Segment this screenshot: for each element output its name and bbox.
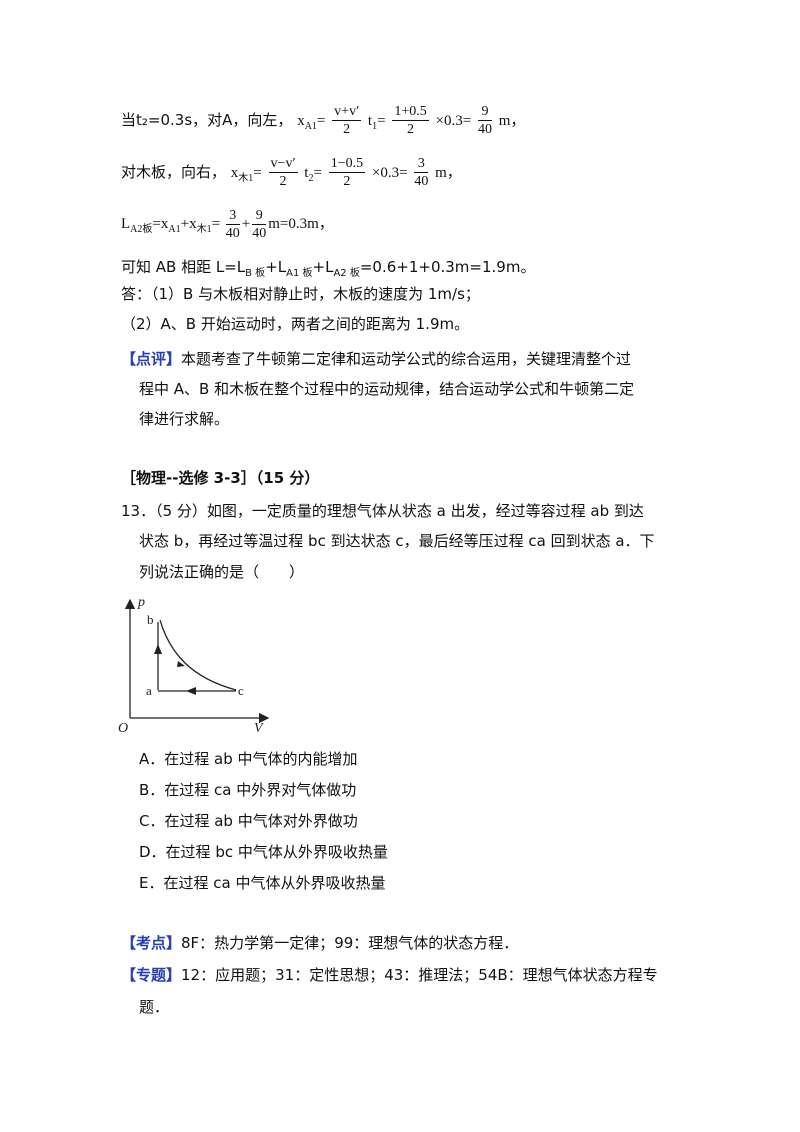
question-line-1: 13．（5 分）如图，一定质量的理想气体从状态 a 出发，经过等容过程 ab 到… bbox=[121, 502, 644, 520]
comment-tag: 【点评】 bbox=[121, 350, 182, 368]
answer-line-1: 答：（1）B 与木板相对静止时，木板的速度为 1m/s； bbox=[121, 285, 480, 303]
line4-sub2: A1 板 bbox=[286, 268, 313, 279]
line1-var: xA1= bbox=[297, 113, 326, 132]
line3-eq: =x bbox=[152, 215, 169, 232]
point-b-label: b bbox=[147, 612, 154, 627]
comment-line-2: 程中 A、B 和木板在整个过程中的运动规律，结合运动学公式和牛顿第二定 bbox=[139, 380, 635, 398]
line2-mid: t2= bbox=[304, 165, 322, 184]
line4-a: 可知 AB 相距 L=L bbox=[121, 258, 246, 276]
arrow-bc bbox=[177, 661, 185, 667]
kaodian-tag: 【考点】 bbox=[121, 934, 182, 952]
line3-eq2: = bbox=[211, 215, 221, 232]
line1-unit: m， bbox=[498, 113, 526, 129]
answer-line-2: （2）A、B 开始运动时，两者之间的距离为 1.9m。 bbox=[121, 315, 470, 333]
arrow-ab bbox=[154, 644, 162, 654]
line2-frac3: 3 40 bbox=[414, 156, 429, 189]
line3-sub1: A1 bbox=[168, 223, 181, 235]
line4-d: =0.6+1+0.3m=1.9m。 bbox=[359, 258, 536, 276]
origin-label: O bbox=[118, 721, 128, 734]
question-line-3: 列说法正确的是（ ） bbox=[139, 563, 305, 581]
option-c[interactable]: C．在过程 ab 中气体对外界做功 bbox=[139, 812, 358, 830]
solution-line-3: LA2板=xA1+x木1= 3 40 +9 40 m=0.3m， bbox=[121, 207, 334, 242]
line2-unit: m， bbox=[435, 165, 462, 181]
zhuanti-tag: 【专题】 bbox=[121, 966, 182, 984]
line1-frac1: v+v′ 2 bbox=[332, 104, 362, 137]
line1-frac3: 9 40 bbox=[477, 104, 492, 137]
line1-times: ×0.3= bbox=[435, 113, 472, 129]
solution-line-2: 对木板，向右， x木1= v−v′ 2 t2= 1−0.5 2 ×0.3= 3 40 … bbox=[121, 155, 462, 190]
line3-frac1: 3 40 bbox=[225, 208, 240, 241]
option-e[interactable]: E．在过程 ca 中气体从外界吸收热量 bbox=[139, 874, 386, 892]
option-d[interactable]: D．在过程 bc 中气体从外界吸收热量 bbox=[139, 843, 388, 861]
comment-line-3: 律进行求解。 bbox=[139, 410, 230, 428]
section-title: ［物理--选修 3-3］（15 分） bbox=[121, 469, 320, 487]
line3-sub2: 木1 bbox=[196, 223, 212, 235]
zhuanti-line-2: 题． bbox=[139, 998, 170, 1016]
line2-prefix: 对木板，向右， bbox=[121, 163, 227, 181]
line4-c: +L bbox=[312, 258, 334, 276]
line2-var: x木1= bbox=[230, 165, 262, 184]
kaodian-line: 【考点】8F：热力学第一定律；99：理想气体的状态方程． bbox=[121, 932, 518, 954]
line2-times: ×0.3= bbox=[371, 165, 408, 181]
option-a[interactable]: A．在过程 ab 中气体的内能增加 bbox=[139, 750, 358, 768]
line3-var: LA2板 bbox=[121, 215, 153, 235]
point-c-label: c bbox=[238, 683, 244, 698]
option-b[interactable]: B．在过程 ca 中外界对气体做功 bbox=[139, 781, 357, 799]
pv-diagram: p V O a b c bbox=[118, 595, 270, 734]
line3-tail: m=0.3m， bbox=[268, 215, 334, 232]
line4-sub1: B 板 bbox=[245, 268, 266, 279]
line4-sub3: A2 板 bbox=[333, 268, 360, 279]
solution-line-1: 当t₂=0.3s，对A，向左， xA1= v+v′ 2 t1= 1+0.5 2 ×0… bbox=[121, 103, 525, 138]
process-bc bbox=[159, 619, 237, 691]
axis-y-label: p bbox=[137, 595, 145, 610]
comment-text-1: 本题考查了牛顿第二定律和运动学公式的综合运用，关键理清整个过 bbox=[181, 350, 632, 368]
point-a-label: a bbox=[146, 683, 152, 698]
line4-b: +L bbox=[265, 258, 287, 276]
kaodian-text: 8F：热力学第一定律；99：理想气体的状态方程． bbox=[181, 934, 519, 952]
line2-frac2: 1−0.5 2 bbox=[328, 156, 366, 189]
axis-x-label: V bbox=[254, 721, 264, 734]
line3-plus: +x bbox=[180, 215, 197, 232]
question-line-2: 状态 b，再经过等温过程 bc 到达状态 c，最后经等压过程 ca 回到状态 a… bbox=[139, 532, 655, 550]
solution-line-4: 可知 AB 相距 L=LB 板+LA1 板+LA2 板=0.6+1+0.3m=1… bbox=[121, 256, 535, 285]
line1-mid: t1= bbox=[367, 113, 386, 132]
line1-prefix: 当t₂=0.3s，对A，向左， bbox=[121, 111, 293, 129]
zhuanti-line-1: 【专题】12：应用题；31：定性思想；43：推理法；54B：理想气体状态方程专 bbox=[121, 964, 658, 986]
arrow-ca bbox=[186, 687, 196, 695]
line1-frac2: 1+0.5 2 bbox=[392, 104, 429, 137]
comment-line-1: 【点评】本题考查了牛顿第二定律和运动学公式的综合运用，关键理清整个过 bbox=[121, 348, 631, 370]
line2-frac1: v−v′ 2 bbox=[268, 156, 298, 189]
line3-frac2: 9 40 bbox=[252, 208, 267, 241]
zhuanti-text-1: 12：应用题；31：定性思想；43：推理法；54B：理想气体状态方程专 bbox=[181, 966, 658, 984]
line3-plus2: + bbox=[241, 215, 251, 232]
